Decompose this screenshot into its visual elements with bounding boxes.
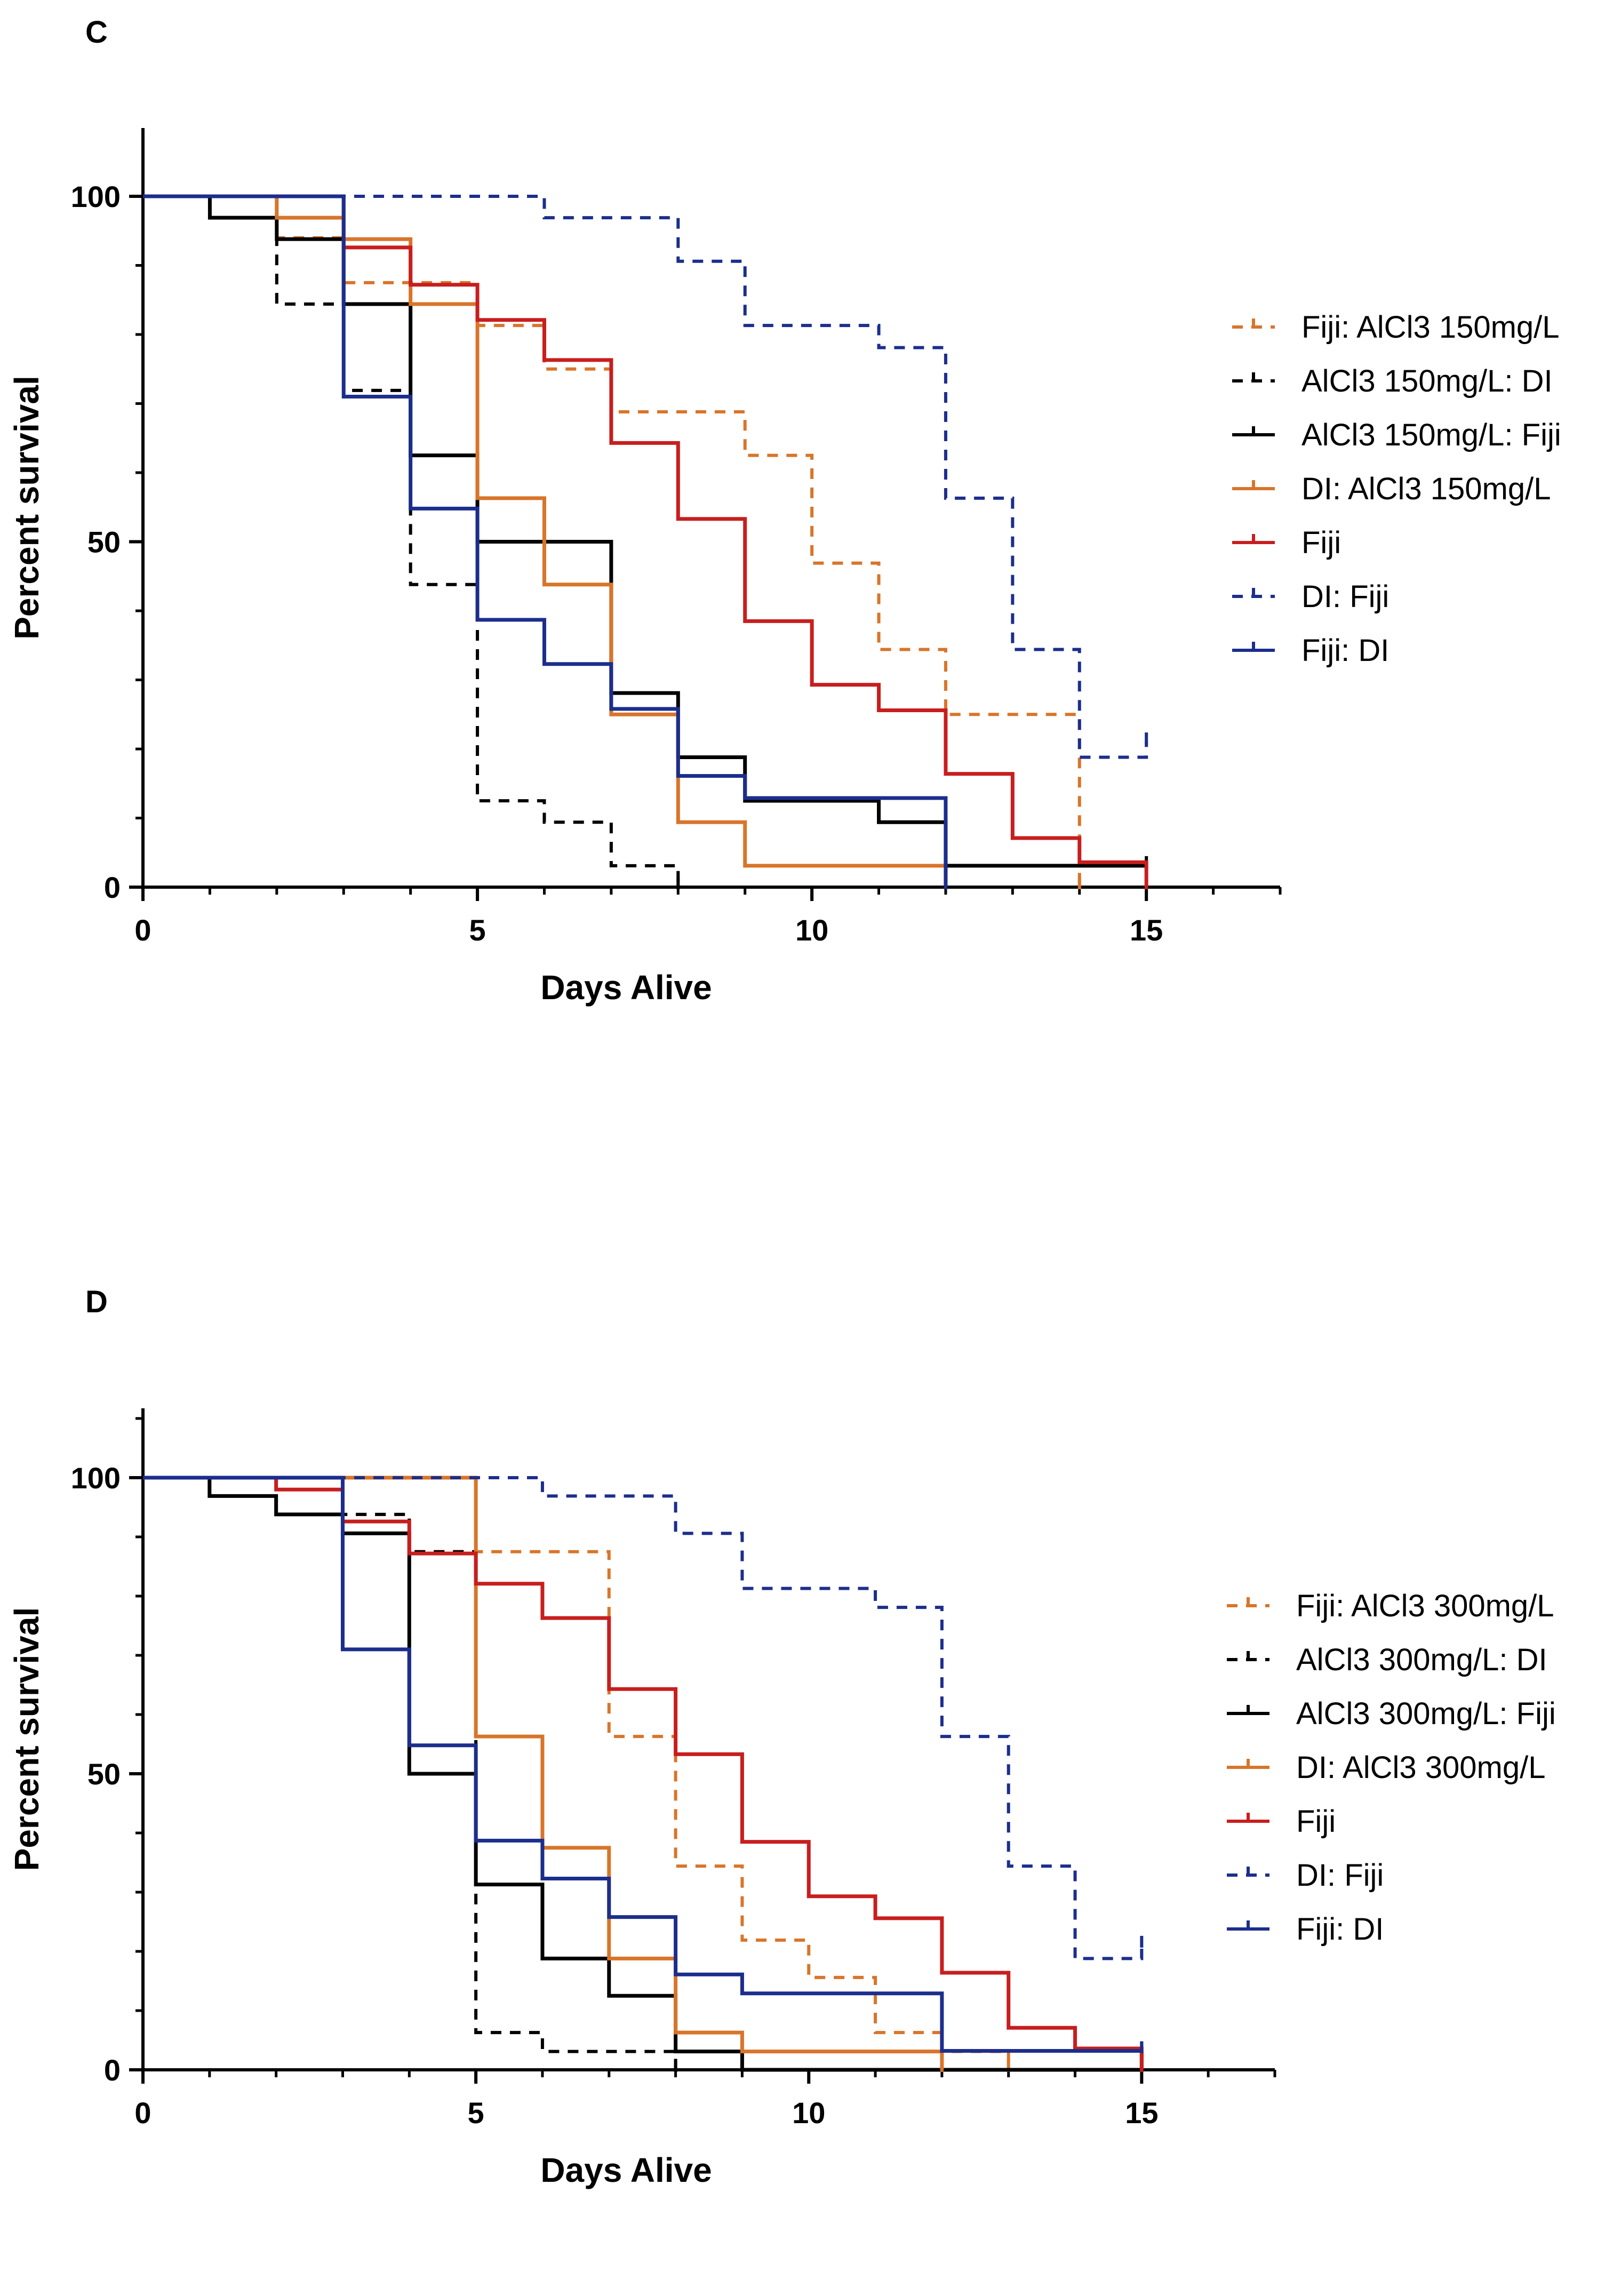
y-tick-label: 50: [87, 1757, 121, 1791]
series-line: [143, 1476, 1144, 2072]
legend-entry: Fiji: DI: [1227, 1912, 1384, 1947]
legend-label: Fiji: DI: [1301, 633, 1389, 668]
legend-label: DI: AlCl3 150mg/L: [1301, 472, 1551, 506]
legend-label: AlCl3 300mg/L: DI: [1296, 1643, 1547, 1677]
legend-label: DI: Fiji: [1296, 1858, 1384, 1893]
x-tick-label: 10: [795, 913, 828, 947]
legend-entry: Fiji: [1232, 525, 1341, 560]
legend-label: AlCl3 150mg/L: DI: [1301, 364, 1553, 398]
x-tick-label: 0: [134, 2096, 151, 2130]
legend-entry: AlCl3 300mg/L: DI: [1227, 1643, 1547, 1677]
legend-label: Fiji: DI: [1296, 1912, 1384, 1947]
x-tick-label: 15: [1125, 2096, 1158, 2130]
legend-label: DI: Fiji: [1301, 579, 1389, 614]
x-tick-label: 5: [469, 913, 485, 947]
panel-label: D: [85, 1285, 108, 1319]
x-axis-title: Days Alive: [540, 968, 712, 1007]
legend-label: Fiji: [1296, 1804, 1336, 1839]
legend-entry: AlCl3 300mg/L: Fiji: [1227, 1696, 1556, 1731]
series-line: [143, 195, 680, 887]
y-tick-label: 0: [104, 2053, 121, 2087]
legend-entry: Fiji: DI: [1232, 633, 1389, 668]
legend-label: AlCl3 300mg/L: Fiji: [1296, 1696, 1556, 1731]
y-axis-title: Percent survival: [7, 1607, 46, 1871]
series-line: [143, 1476, 1142, 2053]
legend-entry: DI: AlCl3 150mg/L: [1232, 472, 1551, 506]
y-axis-title: Percent survival: [7, 376, 46, 640]
series-line: [143, 1476, 1010, 2070]
legend-entry: DI: AlCl3 300mg/L: [1227, 1750, 1545, 1785]
y-tick-label: 100: [71, 1461, 121, 1495]
legend-label: Fiji: [1301, 525, 1341, 560]
series-line: [143, 194, 948, 887]
panel-d: D 0 50 100 0 5 10 15 Days Alive Percent survival F…: [7, 1285, 1556, 2189]
legend-entry: Fiji: AlCl3 300mg/L: [1227, 1589, 1554, 1623]
legend-label: Fiji: AlCl3 300mg/L: [1296, 1589, 1554, 1623]
y-tick-label: 0: [104, 871, 121, 904]
panel-c: C 0 50 100 0 5 10 15 Days Alive Percent survival F…: [7, 15, 1561, 1007]
legend-label: Fiji: AlCl3 150mg/L: [1301, 310, 1560, 345]
series-line: [143, 194, 1148, 887]
legend-entry: DI: Fiji: [1227, 1858, 1384, 1893]
series-line: [143, 1476, 1144, 1960]
x-tick-label: 15: [1130, 913, 1163, 947]
x-tick-label: 10: [792, 2096, 825, 2130]
x-tick-label: 5: [468, 2096, 484, 2130]
series-line: [143, 194, 948, 887]
y-tick-label: 100: [71, 180, 121, 213]
legend-entry: AlCl3 150mg/L: DI: [1232, 364, 1553, 398]
legend-entry: Fiji: [1227, 1804, 1336, 1839]
legend-label: DI: AlCl3 300mg/L: [1296, 1750, 1545, 1785]
legend-entry: Fiji: AlCl3 150mg/L: [1232, 310, 1560, 345]
panel-label: C: [85, 15, 108, 50]
y-tick-label: 50: [87, 525, 121, 559]
series-line: [143, 1476, 944, 2070]
legend-entry: DI: Fiji: [1232, 579, 1389, 614]
series-line: [143, 195, 1148, 759]
x-axis-title: Days Alive: [540, 2151, 712, 2189]
x-tick-label: 0: [134, 913, 151, 947]
series-line: [143, 194, 1147, 868]
legend-entry: AlCl3 150mg/L: Fiji: [1232, 418, 1561, 452]
legend-label: AlCl3 150mg/L: Fiji: [1301, 418, 1561, 452]
series-line: [143, 1476, 1144, 2070]
